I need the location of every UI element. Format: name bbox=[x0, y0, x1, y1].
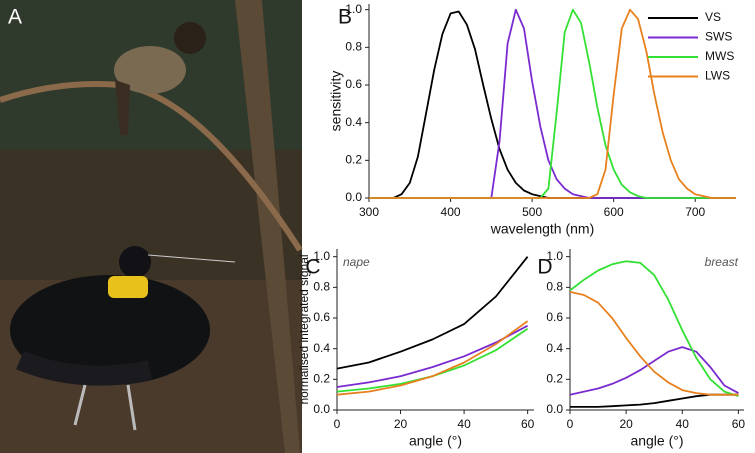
series-line bbox=[570, 393, 739, 408]
legend-label: VS bbox=[705, 10, 721, 24]
x-tick-label: 40 bbox=[457, 417, 471, 431]
photo: A bbox=[0, 0, 303, 453]
y-tick-label: 0.4 bbox=[313, 341, 330, 355]
x-tick-label: 0 bbox=[334, 417, 341, 431]
x-tick-label: 700 bbox=[685, 205, 705, 219]
y-tick-label: 1.0 bbox=[345, 2, 362, 16]
series-line bbox=[336, 320, 529, 396]
y-tick-label: 0.2 bbox=[313, 372, 330, 386]
y-tick-label: 0.0 bbox=[546, 402, 563, 416]
x-tick-label: 400 bbox=[441, 205, 461, 219]
series-line bbox=[569, 346, 739, 396]
legend-label: SWS bbox=[705, 30, 732, 44]
series-line bbox=[336, 256, 529, 370]
y-tick-label: 0.0 bbox=[345, 190, 362, 204]
y-axis-label: sensitivity bbox=[328, 71, 344, 132]
series-line bbox=[569, 291, 739, 396]
x-axis-label: angle (°) bbox=[630, 433, 683, 449]
y-tick-label: 0.8 bbox=[345, 39, 362, 53]
series-line bbox=[369, 8, 736, 199]
y-tick-label: 0.4 bbox=[345, 115, 362, 129]
x-tick-label: 500 bbox=[522, 205, 542, 219]
panel-label: B bbox=[338, 6, 352, 29]
y-tick-label: 0.0 bbox=[313, 402, 330, 416]
y-tick-label: 0.8 bbox=[546, 280, 563, 294]
x-tick-label: 300 bbox=[359, 205, 379, 219]
x-tick-label: 20 bbox=[394, 417, 408, 431]
y-tick-label: 1.0 bbox=[313, 249, 330, 263]
y-tick-label: 0.4 bbox=[546, 341, 563, 355]
legend-label: LWS bbox=[705, 69, 730, 83]
series-line bbox=[336, 324, 529, 388]
panel-label: A bbox=[8, 6, 22, 29]
legend-label: MWS bbox=[705, 49, 734, 63]
x-tick-label: 600 bbox=[604, 205, 624, 219]
y-tick-label: 0.2 bbox=[345, 153, 362, 167]
x-tick-label: 0 bbox=[567, 417, 574, 431]
y-tick-label: 0.6 bbox=[345, 77, 362, 91]
y-axis-label: normalised integrated signal bbox=[297, 254, 311, 404]
y-tick-label: 0.6 bbox=[313, 310, 330, 324]
annotation: breast bbox=[705, 255, 739, 269]
x-axis-label: angle (°) bbox=[409, 433, 462, 449]
y-tick-label: 0.2 bbox=[546, 372, 563, 386]
series-line bbox=[569, 260, 739, 398]
panel-label: C bbox=[305, 256, 320, 279]
y-tick-label: 0.8 bbox=[313, 280, 330, 294]
annotation: nape bbox=[343, 255, 370, 269]
y-tick-label: 1.0 bbox=[546, 249, 563, 263]
x-tick-label: 60 bbox=[521, 417, 535, 431]
x-tick-label: 20 bbox=[619, 417, 633, 431]
x-tick-label: 60 bbox=[732, 417, 746, 431]
x-tick-label: 40 bbox=[676, 417, 690, 431]
panel-label: D bbox=[537, 256, 552, 279]
y-tick-label: 0.6 bbox=[546, 310, 563, 324]
x-axis-label: wavelength (nm) bbox=[490, 221, 595, 237]
